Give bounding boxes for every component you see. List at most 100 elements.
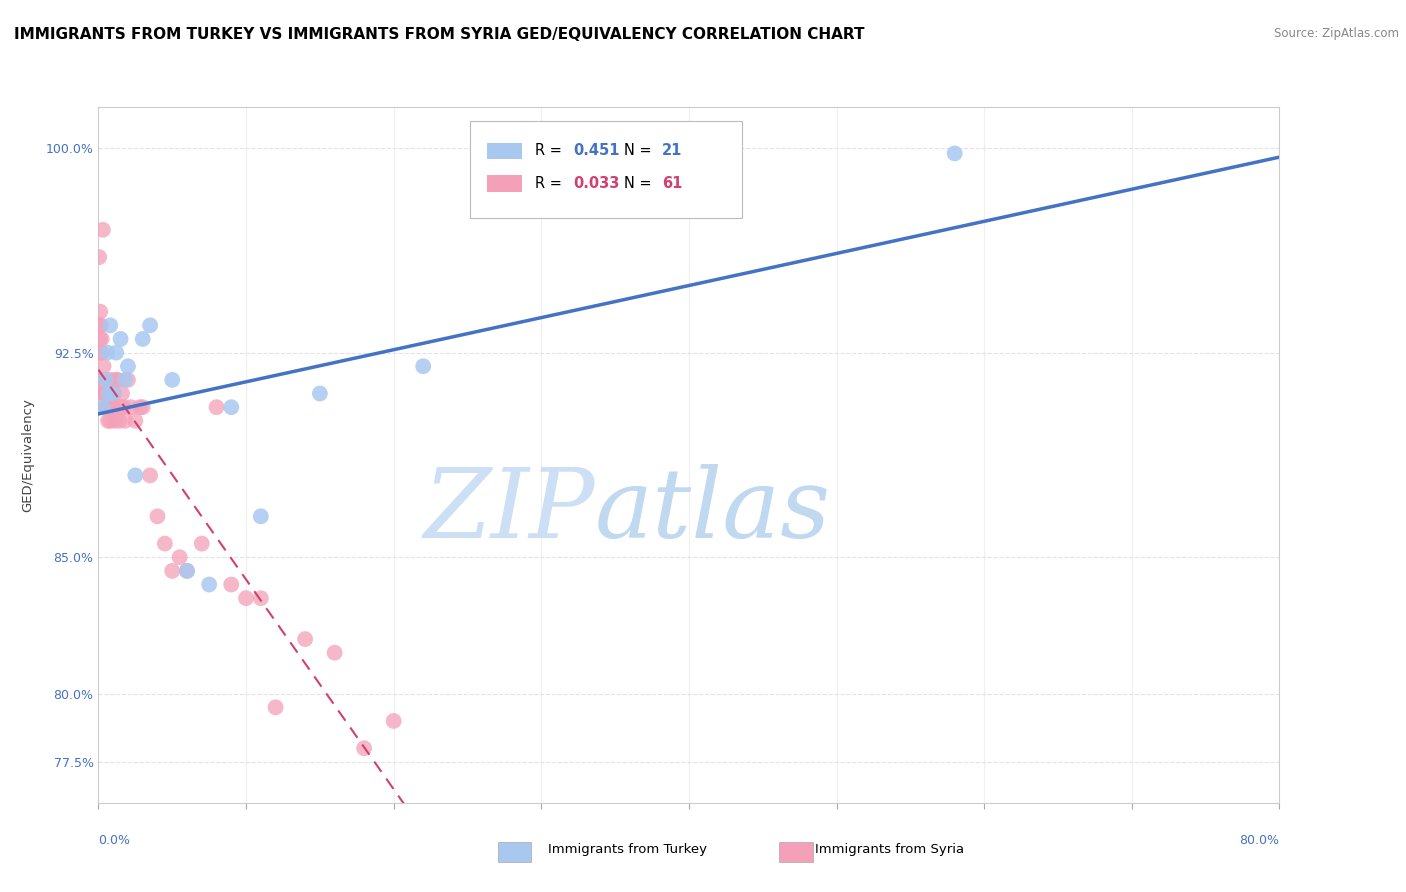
Text: ZIP: ZIP bbox=[423, 464, 595, 558]
Point bbox=[176, 564, 198, 578]
Point bbox=[105, 373, 128, 387]
Point bbox=[111, 386, 134, 401]
Text: 61: 61 bbox=[662, 176, 682, 191]
Text: R =: R = bbox=[536, 176, 567, 191]
Point bbox=[219, 577, 243, 591]
Point bbox=[91, 373, 114, 387]
FancyBboxPatch shape bbox=[471, 121, 742, 219]
Point bbox=[353, 741, 375, 756]
Point bbox=[103, 386, 125, 401]
Point bbox=[94, 400, 117, 414]
Point bbox=[191, 536, 214, 550]
Y-axis label: GED/Equivalency: GED/Equivalency bbox=[21, 398, 35, 512]
Point bbox=[91, 386, 114, 401]
Point bbox=[132, 400, 155, 414]
Point bbox=[132, 332, 155, 346]
Point bbox=[176, 564, 198, 578]
Text: N =: N = bbox=[624, 176, 657, 191]
Point bbox=[112, 400, 135, 414]
Point bbox=[89, 304, 111, 318]
Point bbox=[89, 318, 111, 333]
Point bbox=[943, 146, 966, 161]
Point bbox=[107, 373, 129, 387]
Point bbox=[90, 332, 112, 346]
Point bbox=[250, 509, 273, 524]
Point bbox=[90, 345, 112, 359]
Point bbox=[139, 318, 162, 333]
Point bbox=[100, 373, 122, 387]
Point bbox=[96, 386, 118, 401]
Text: Immigrants from Turkey: Immigrants from Turkey bbox=[548, 843, 707, 855]
Point bbox=[162, 373, 183, 387]
Point bbox=[89, 250, 111, 264]
Point bbox=[309, 386, 332, 401]
Point bbox=[100, 400, 122, 414]
Point bbox=[103, 400, 125, 414]
FancyBboxPatch shape bbox=[486, 143, 523, 159]
Text: 21: 21 bbox=[662, 144, 682, 159]
Point bbox=[89, 332, 111, 346]
Point bbox=[110, 400, 132, 414]
Point bbox=[98, 386, 121, 401]
Point bbox=[91, 373, 114, 387]
Point bbox=[90, 318, 112, 333]
Point bbox=[91, 400, 114, 414]
Point bbox=[96, 400, 118, 414]
Point bbox=[117, 373, 139, 387]
Point bbox=[128, 400, 150, 414]
Point bbox=[94, 373, 117, 387]
Point bbox=[94, 373, 117, 387]
Point bbox=[146, 509, 169, 524]
Point bbox=[93, 359, 115, 374]
Point bbox=[93, 386, 115, 401]
Point bbox=[382, 714, 405, 728]
Point bbox=[103, 386, 125, 401]
Point bbox=[108, 414, 131, 428]
Point bbox=[101, 386, 124, 401]
Point bbox=[412, 359, 434, 374]
Point bbox=[294, 632, 316, 646]
Point bbox=[139, 468, 162, 483]
Point bbox=[96, 373, 118, 387]
Point bbox=[205, 400, 228, 414]
Text: Source: ZipAtlas.com: Source: ZipAtlas.com bbox=[1274, 27, 1399, 40]
Point bbox=[124, 468, 146, 483]
Point bbox=[162, 564, 183, 578]
Point bbox=[93, 373, 115, 387]
Text: IMMIGRANTS FROM TURKEY VS IMMIGRANTS FROM SYRIA GED/EQUIVALENCY CORRELATION CHAR: IMMIGRANTS FROM TURKEY VS IMMIGRANTS FRO… bbox=[14, 27, 865, 42]
Point bbox=[98, 414, 121, 428]
Text: atlas: atlas bbox=[595, 464, 831, 558]
Point bbox=[124, 414, 146, 428]
Point bbox=[94, 386, 117, 401]
Text: 0.0%: 0.0% bbox=[98, 834, 131, 847]
Text: R =: R = bbox=[536, 144, 567, 159]
Point bbox=[97, 414, 120, 428]
Text: 80.0%: 80.0% bbox=[1240, 834, 1279, 847]
Point bbox=[250, 591, 273, 606]
FancyBboxPatch shape bbox=[486, 175, 523, 192]
Point bbox=[169, 550, 191, 565]
Point bbox=[91, 223, 114, 237]
Point bbox=[104, 414, 127, 428]
Point bbox=[120, 400, 142, 414]
Point bbox=[94, 400, 117, 414]
Point bbox=[110, 332, 132, 346]
Point bbox=[114, 373, 136, 387]
Point bbox=[117, 359, 139, 374]
Point bbox=[264, 700, 287, 714]
Point bbox=[96, 345, 118, 359]
Point bbox=[97, 386, 120, 401]
Point bbox=[219, 400, 243, 414]
Text: 0.033: 0.033 bbox=[574, 176, 620, 191]
Point bbox=[235, 591, 257, 606]
Point bbox=[105, 345, 128, 359]
Point bbox=[198, 577, 221, 591]
Text: N =: N = bbox=[624, 144, 657, 159]
Point bbox=[153, 536, 176, 550]
Point bbox=[98, 318, 121, 333]
Point bbox=[90, 345, 112, 359]
Point bbox=[114, 414, 136, 428]
Point bbox=[323, 646, 346, 660]
Point bbox=[93, 386, 115, 401]
Text: 0.451: 0.451 bbox=[574, 144, 620, 159]
